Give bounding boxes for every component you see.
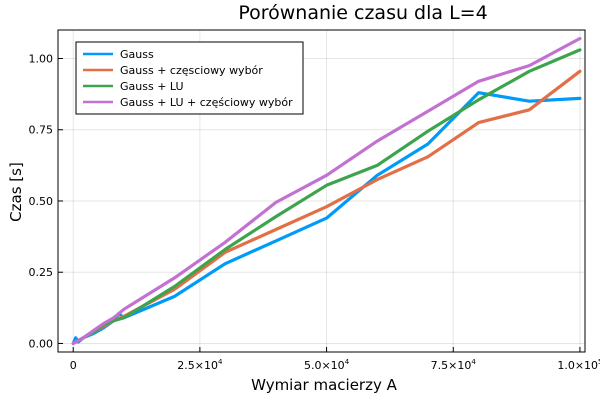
legend: Gauss Gauss + częsciowy wybór Gauss + LU Ga… xyxy=(75,41,304,115)
x-tick-base: 7.5×10 xyxy=(431,359,472,372)
legend-entry: Gauss xyxy=(120,48,154,61)
y-tick-label: 1.00 xyxy=(29,52,54,65)
x-tick-label: 7.5×104 xyxy=(431,358,477,372)
series-layer xyxy=(71,36,582,346)
x-tick-base: 0 xyxy=(70,359,77,372)
x-tick-label: 2.5×104 xyxy=(177,358,223,372)
legend-entry: Gauss + LU xyxy=(120,80,184,93)
legend-box xyxy=(75,41,304,115)
plot-frame xyxy=(57,29,586,353)
x-tick-label: 1.0×105 xyxy=(557,358,600,372)
ticks-layer: 02.5×1045.0×1047.5×1041.0×1050.000.250.5… xyxy=(29,52,600,372)
y-axis-label: Czas [s] xyxy=(7,162,25,222)
x-tick-exponent: 4 xyxy=(345,358,350,366)
y-tick-label: 0.75 xyxy=(29,124,54,137)
y-tick-label: 0.25 xyxy=(29,266,54,279)
legend-entry: Gauss + częsciowy wybór xyxy=(120,64,263,77)
x-tick-label: 5.0×104 xyxy=(304,358,350,372)
series-line-4 xyxy=(71,36,582,346)
x-tick-base: 1.0×10 xyxy=(557,359,598,372)
x-tick-base: 5.0×10 xyxy=(304,359,345,372)
x-axis-label: Wymiar macierzy A xyxy=(251,376,397,394)
x-tick-label: 0 xyxy=(70,359,77,372)
y-tick-label: 0.50 xyxy=(29,195,54,208)
x-tick-exponent: 5 xyxy=(598,358,600,366)
x-tick-exponent: 4 xyxy=(471,358,476,366)
legend-entry: Gauss + LU + częściowy wybór xyxy=(120,96,293,109)
x-tick-base: 2.5×10 xyxy=(177,359,218,372)
x-tick-exponent: 4 xyxy=(218,358,223,366)
chart-title: Porównanie czasu dla L=4 xyxy=(238,2,487,24)
y-tick-label: 0.00 xyxy=(29,337,54,350)
